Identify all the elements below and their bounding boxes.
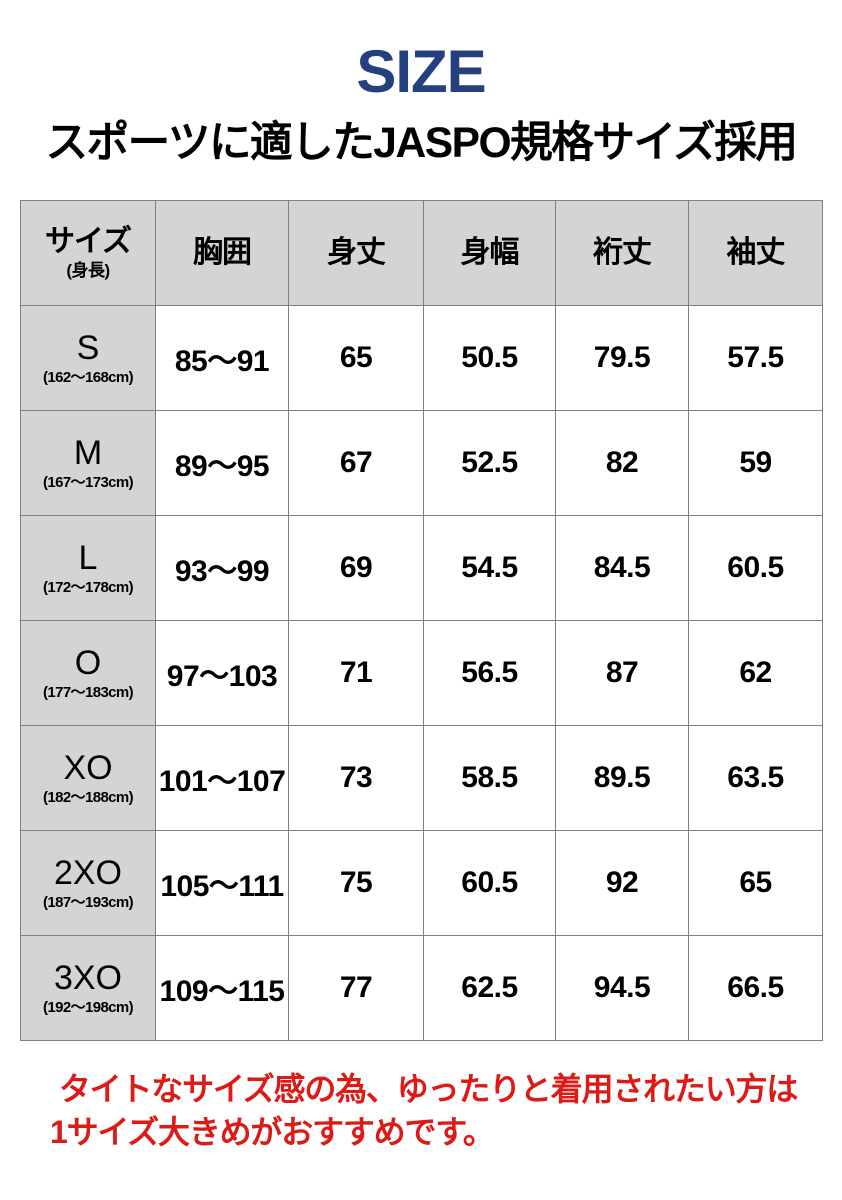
cell-sleeve-length: 60.5	[688, 515, 823, 621]
page-subtitle: スポーツに適したJASPO規格サイズ採用	[45, 119, 798, 167]
cell-body-width: 58.5	[423, 725, 556, 831]
cell-size: XO (182〜188cm)	[20, 725, 156, 831]
column-header-sleeve-length: 袖丈	[688, 200, 823, 306]
footer-note: タイトなサイズ感の為、ゆったりと着用されたい方は 1サイズ大きめがおすすめです。	[48, 1068, 808, 1154]
cell-yuki-length: 82	[555, 410, 689, 516]
cell-body-length: 73	[288, 725, 424, 831]
cell-sleeve-length: 62	[688, 620, 823, 726]
cell-body-width: 52.5	[423, 410, 556, 516]
cell-chest: 105〜111	[155, 830, 289, 936]
cell-chest: 85〜91	[155, 305, 289, 411]
size-label: M	[73, 433, 103, 472]
table-row: M (167〜173cm) 89〜95 67 52.5 82 59	[20, 410, 823, 516]
cell-sleeve-length: 63.5	[688, 725, 823, 831]
cell-size: M (167〜173cm)	[20, 410, 156, 516]
size-label: XO	[63, 748, 113, 787]
size-height-range: (177〜183cm)	[42, 683, 134, 701]
cell-body-length: 65	[288, 305, 424, 411]
size-label: 2XO	[53, 853, 123, 892]
cell-sleeve-length: 66.5	[688, 935, 823, 1041]
table-row: L (172〜178cm) 93〜99 69 54.5 84.5 60.5	[20, 515, 823, 621]
page-title: SIZE	[356, 38, 486, 105]
cell-body-length: 75	[288, 830, 424, 936]
cell-sleeve-length: 65	[688, 830, 823, 936]
size-height-range: (192〜198cm)	[42, 998, 134, 1016]
size-height-range: (187〜193cm)	[42, 893, 134, 911]
cell-body-length: 69	[288, 515, 424, 621]
cell-body-width: 56.5	[423, 620, 556, 726]
column-header-chest: 胸囲	[155, 200, 289, 306]
cell-size: 2XO (187〜193cm)	[20, 830, 156, 936]
size-label: L	[78, 538, 98, 577]
column-header-size-sub: (身長)	[66, 260, 110, 280]
column-header-body-width: 身幅	[423, 200, 556, 306]
cell-yuki-length: 84.5	[555, 515, 689, 621]
footer-note-line-1: タイトなサイズ感の為、ゆったりと着用されたい方は	[58, 1071, 798, 1107]
size-height-range: (167〜173cm)	[42, 473, 134, 491]
cell-body-length: 67	[288, 410, 424, 516]
cell-chest: 93〜99	[155, 515, 289, 621]
cell-size: 3XO (192〜198cm)	[20, 935, 156, 1041]
cell-chest: 101〜107	[155, 725, 289, 831]
cell-sleeve-length: 59	[688, 410, 823, 516]
cell-yuki-length: 94.5	[555, 935, 689, 1041]
table-row: XO (182〜188cm) 101〜107 73 58.5 89.5 63.5	[20, 725, 823, 831]
column-header-yuki-length: 裄丈	[555, 200, 689, 306]
cell-body-width: 50.5	[423, 305, 556, 411]
table-row: 3XO (192〜198cm) 109〜115 77 62.5 94.5 66.…	[20, 935, 823, 1041]
size-label: S	[76, 328, 100, 367]
size-height-range: (182〜188cm)	[42, 788, 134, 806]
column-header-body-length: 身丈	[288, 200, 424, 306]
cell-size: O (177〜183cm)	[20, 620, 156, 726]
cell-body-width: 60.5	[423, 830, 556, 936]
cell-yuki-length: 79.5	[555, 305, 689, 411]
cell-body-width: 62.5	[423, 935, 556, 1041]
size-height-range: (162〜168cm)	[42, 368, 134, 386]
cell-body-length: 77	[288, 935, 424, 1041]
table-row: 2XO (187〜193cm) 105〜111 75 60.5 92 65	[20, 830, 823, 936]
column-header-size: サイズ (身長)	[20, 200, 156, 306]
table-header-row: サイズ (身長) 胸囲 身丈 身幅 裄丈 袖丈	[20, 200, 823, 306]
footer-note-line-2: 1サイズ大きめがおすすめです。	[50, 1114, 495, 1150]
column-header-size-main: サイズ	[44, 224, 132, 258]
table-row: S (162〜168cm) 85〜91 65 50.5 79.5 57.5	[20, 305, 823, 411]
cell-yuki-length: 87	[555, 620, 689, 726]
size-label: O	[74, 643, 102, 682]
size-table: サイズ (身長) 胸囲 身丈 身幅 裄丈 袖丈	[20, 200, 823, 1041]
size-height-range: (172〜178cm)	[42, 578, 134, 596]
cell-body-width: 54.5	[423, 515, 556, 621]
cell-size: L (172〜178cm)	[20, 515, 156, 621]
table-body: S (162〜168cm) 85〜91 65 50.5 79.5 57.5 M …	[20, 305, 823, 1041]
cell-chest: 109〜115	[155, 935, 289, 1041]
cell-body-length: 71	[288, 620, 424, 726]
cell-chest: 89〜95	[155, 410, 289, 516]
table-row: O (177〜183cm) 97〜103 71 56.5 87 62	[20, 620, 823, 726]
cell-yuki-length: 89.5	[555, 725, 689, 831]
cell-yuki-length: 92	[555, 830, 689, 936]
size-label: 3XO	[53, 958, 123, 997]
cell-sleeve-length: 57.5	[688, 305, 823, 411]
cell-size: S (162〜168cm)	[20, 305, 156, 411]
cell-chest: 97〜103	[155, 620, 289, 726]
